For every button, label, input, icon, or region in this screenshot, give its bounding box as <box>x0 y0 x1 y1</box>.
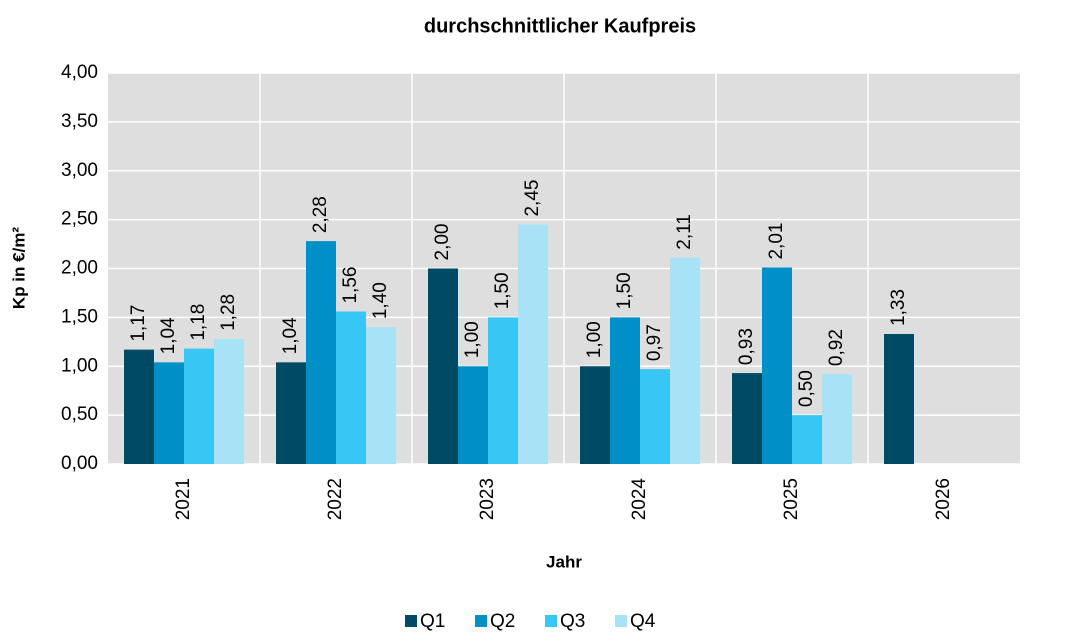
data-label: 2,01 <box>766 223 787 260</box>
legend-label: Q4 <box>630 611 656 632</box>
bar <box>518 224 548 464</box>
bar <box>580 366 610 464</box>
data-label: 1,28 <box>218 294 239 331</box>
x-tick-label: 2025 <box>781 478 802 520</box>
x-tick-label: 2024 <box>629 478 650 521</box>
data-label: 1,33 <box>888 289 909 326</box>
y-tick-label: 2,50 <box>61 209 98 230</box>
bar <box>488 317 518 464</box>
legend-swatch <box>615 615 627 627</box>
bar <box>154 362 184 464</box>
bar <box>428 268 458 464</box>
data-label: 1,50 <box>614 272 635 309</box>
y-axis-label: Kp in €/m² <box>9 227 28 310</box>
bar <box>792 415 822 464</box>
y-tick-label: 4,00 <box>61 62 98 83</box>
y-tick-label: 1,50 <box>61 306 98 327</box>
y-tick-label: 2,00 <box>61 258 98 279</box>
data-label: 0,93 <box>736 328 757 365</box>
x-axis-label: Jahr <box>546 552 582 571</box>
data-label: 1,17 <box>128 305 149 342</box>
bar <box>336 311 366 464</box>
chart-title: durchschnittlicher Kaufpreis <box>424 15 696 37</box>
legend-label: Q3 <box>560 611 585 632</box>
y-tick-label: 0,00 <box>61 453 98 474</box>
bar <box>732 373 762 464</box>
y-tick-label: 3,00 <box>61 160 98 181</box>
legend-swatch <box>545 615 557 627</box>
legend-label: Q2 <box>490 611 515 632</box>
bar <box>640 369 670 464</box>
data-label: 0,97 <box>644 324 665 361</box>
bar <box>366 327 396 464</box>
data-label: 2,28 <box>310 196 331 233</box>
y-tick-label: 3,50 <box>61 111 98 132</box>
bar <box>670 257 700 464</box>
x-tick-label: 2022 <box>325 478 346 520</box>
bar <box>458 366 488 464</box>
bar <box>884 333 914 464</box>
data-label: 2,00 <box>432 224 453 261</box>
data-label: 0,92 <box>826 329 847 366</box>
legend-swatch <box>475 615 487 627</box>
bar <box>276 362 306 464</box>
legend-swatch <box>405 615 417 627</box>
data-label: 1,50 <box>492 272 513 309</box>
bar <box>822 374 852 464</box>
legend-label: Q1 <box>420 611 445 632</box>
bar <box>306 241 336 464</box>
data-label: 0,50 <box>796 370 817 407</box>
x-tick-label: 2021 <box>173 478 194 520</box>
data-label: 2,45 <box>522 180 543 217</box>
bar <box>214 338 244 464</box>
x-tick-label: 2023 <box>477 478 498 520</box>
data-label: 1,04 <box>280 317 301 354</box>
bar <box>124 349 154 464</box>
data-label: 1,04 <box>158 317 179 354</box>
x-tick-label: 2026 <box>933 478 954 520</box>
bar <box>762 267 792 464</box>
data-label: 1,56 <box>340 267 361 304</box>
data-label: 1,00 <box>462 321 483 358</box>
bar <box>184 348 214 464</box>
data-label: 2,11 <box>674 214 695 250</box>
y-tick-label: 0,50 <box>61 404 98 425</box>
data-label: 1,40 <box>370 282 391 319</box>
data-label: 1,18 <box>188 304 209 341</box>
data-label: 1,00 <box>584 321 605 358</box>
bar <box>610 317 640 464</box>
y-tick-label: 1,00 <box>61 355 98 376</box>
